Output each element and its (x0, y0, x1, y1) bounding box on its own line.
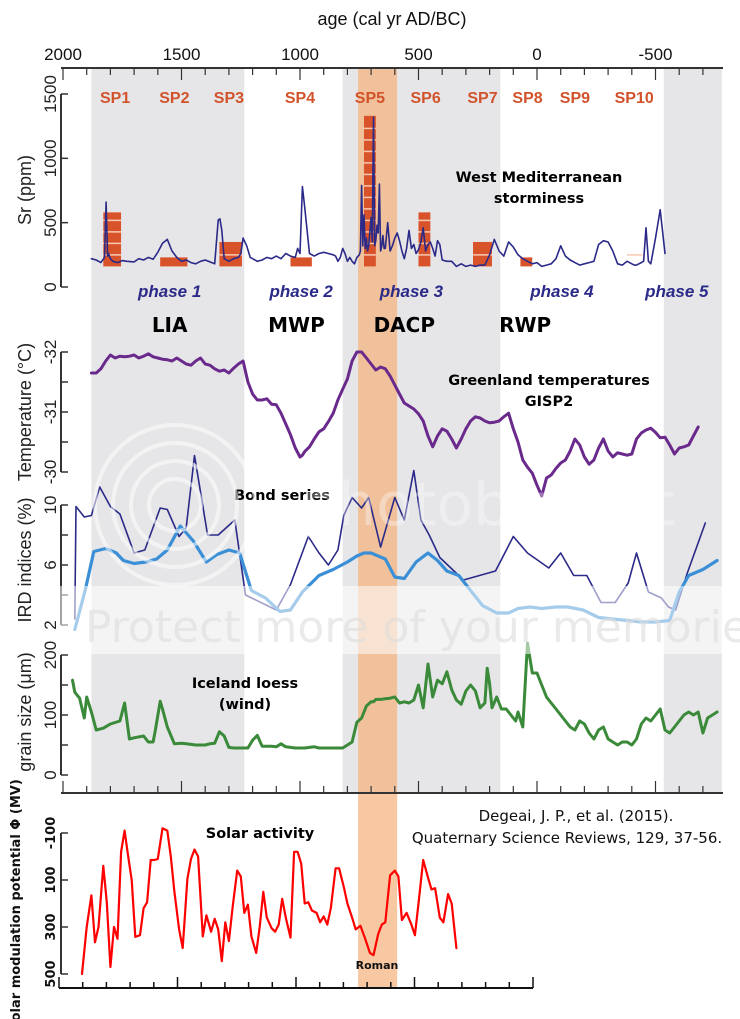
storm-period-label: SP1 (100, 90, 130, 107)
y-axis-tick-label: -32 (41, 340, 60, 365)
storm-block-sp4 (290, 257, 312, 267)
y-axis-tick-label: -100 (44, 817, 59, 850)
citation-line1: Degeai, J. P., et al. (2015). (479, 807, 674, 825)
y-axis-label: IRD indices (%) (15, 497, 35, 622)
storm-block-sp2 (160, 257, 188, 267)
y-axis-label: Sr (ppm) (15, 155, 35, 225)
y-axis-tick-label: 500 (44, 960, 59, 987)
y-axis-tick-label: 0 (41, 282, 60, 291)
watermark-brand: photobucket (300, 470, 675, 540)
y-axis-temperature: -32 -31 -30 Temperature (°C) (15, 340, 68, 485)
climate-period-label: LIA (152, 313, 188, 337)
phase-label: phase 4 (529, 282, 594, 301)
storm-block-fill (160, 257, 188, 267)
y-axis-label: Temperature (°C) (15, 343, 35, 481)
watermark-logo-icon (93, 423, 257, 587)
top-axis-tick-label: 1500 (163, 45, 201, 64)
y-axis-tick-label: 0 (41, 770, 60, 779)
storm-period-labels: SP1 SP2 SP3 SP4 SP5 SP6 SP7 SP8 SP9 SP10 (100, 90, 654, 107)
climate-period-label: RWP (499, 313, 551, 337)
storm-period-label: SP7 (467, 90, 497, 107)
top-axis-tick-label: 500 (404, 45, 432, 64)
storm-block-fill (520, 257, 533, 267)
storm-block-fill (363, 115, 376, 267)
top-axis-tick-label: -500 (638, 45, 672, 64)
y-axis-tick-label: 2 (41, 620, 60, 629)
series-line-gisp2 (89, 350, 700, 498)
annotation-bond-series: Bond series (234, 488, 330, 504)
storm-block-fill (290, 257, 312, 267)
top-axis-tick-label: 1000 (281, 45, 319, 64)
storm-period-label: SP10 (615, 90, 654, 107)
storm-period-label: SP3 (214, 90, 244, 107)
watermark-tagline: Protect more of your memories for less! (85, 602, 740, 653)
bottom-x-axes (58, 781, 723, 989)
y-axis-sr: 0 500 1000 1500 Sr (ppm) (15, 75, 68, 292)
watermark: photobucket Protect more of your memorie… (60, 423, 740, 654)
y-axis-tick-label: -31 (41, 400, 60, 425)
series-line-sr (90, 116, 666, 268)
top-x-axis: 2000 1500 1000 500 0 -500 (44, 45, 723, 80)
annotation-storminess-line2: storminess (494, 191, 584, 207)
phase-label: phase 5 (644, 282, 709, 301)
annotation-iceland-line1: Iceland loess (192, 676, 298, 692)
gray-period-band (663, 68, 722, 793)
y-axis-solar: -100 100 300 500 Solar modulation potential … (9, 779, 68, 1019)
citation-line2: Quaternary Science Reviews, 129, 37-56. (412, 829, 722, 847)
x-axis-title: age (cal yr AD/BC) (317, 9, 466, 29)
y-axis-tick-label: 10 (41, 496, 60, 515)
climate-period-label: MWP (268, 313, 325, 337)
annotation-solar-activity: Solar activity (206, 826, 315, 842)
y-axis-tick-label: 100 (44, 866, 59, 893)
annotation-greenland-line1: Greenland temperatures (448, 373, 649, 389)
phase-label: phase 2 (269, 282, 334, 301)
phase-labels: phase 1 phase 2 phase 3 phase 4 phase 5 (137, 282, 709, 301)
storm-period-label: SP4 (285, 90, 315, 107)
annotation-storminess-line1: West Mediterranean (456, 170, 623, 186)
series-line-solar-modulation (80, 827, 458, 976)
annotation-roman: Roman (356, 959, 399, 972)
y-axis-label: Solar modulation potential Φ (MV) (9, 779, 24, 1019)
y-axis-tick-label: 6 (41, 560, 60, 569)
storm-period-label: SP6 (410, 90, 440, 107)
climate-period-label: DACP (374, 313, 435, 337)
watermark-band (60, 586, 740, 654)
top-axis-tick-label: 0 (532, 45, 541, 64)
series-line-iceland-loess (71, 641, 719, 750)
period-labels: LIA MWP DACP RWP (152, 313, 551, 337)
y-axis-tick-label: 1000 (41, 139, 60, 177)
gray-period-band (91, 68, 245, 793)
annotation-iceland-line2: (wind) (219, 697, 271, 713)
storm-block-sp8 (520, 257, 533, 267)
y-axis-tick-label: -30 (41, 460, 60, 485)
y-axis-label: grain size (μm) (15, 652, 35, 771)
y-axis-ird: 2 6 10 IRD indices (%) (15, 496, 68, 630)
y-axis-tick-label: 300 (44, 913, 59, 940)
storm-period-label: SP2 (159, 90, 189, 107)
y-axis-tick-label: 100 (41, 701, 60, 729)
phase-label: phase 1 (137, 282, 201, 301)
y-axis-tick-label: 200 (41, 641, 60, 669)
y-axis-tick-label: 500 (41, 208, 60, 236)
phase-label: phase 3 (379, 282, 444, 301)
annotation-greenland-line2: GISP2 (525, 394, 573, 410)
storm-period-label: SP9 (560, 90, 590, 107)
y-axis-grain-size: 0 100 200 grain size (μm) (15, 641, 68, 780)
y-axis-tick-label: 1500 (41, 75, 60, 113)
storm-period-label: SP5 (355, 90, 385, 107)
storm-period-label: SP8 (512, 90, 542, 107)
top-axis-tick-label: 2000 (44, 45, 82, 64)
